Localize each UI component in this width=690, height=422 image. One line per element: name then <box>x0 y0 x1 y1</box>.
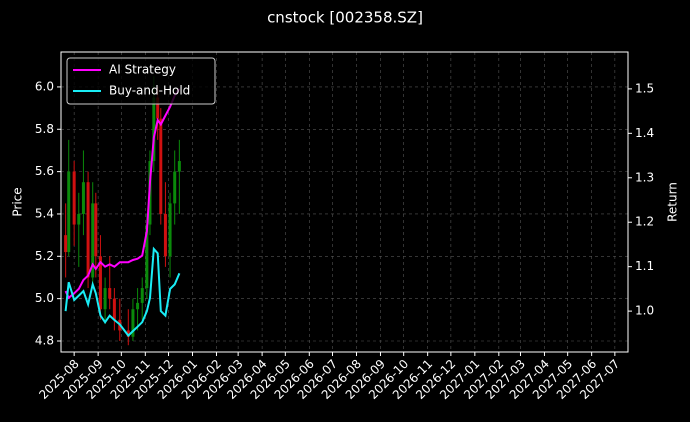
candle-body <box>140 288 144 303</box>
candle-body <box>67 171 71 253</box>
y2-tick-label: 1.3 <box>635 170 654 184</box>
candle-body <box>173 171 177 204</box>
y2-tick-label: 1.2 <box>635 215 654 229</box>
series-line <box>64 246 181 338</box>
candle-body <box>145 224 149 289</box>
candle-body <box>94 203 98 257</box>
candle-body <box>91 203 95 278</box>
legend-box <box>66 57 216 105</box>
candle-body <box>152 97 156 162</box>
candle-body <box>177 161 181 172</box>
y2-tick-label: 1.1 <box>635 259 654 273</box>
candle-body <box>131 309 135 337</box>
legend-label: AI Strategy <box>109 63 176 77</box>
y-tick-label: 5.0 <box>35 291 54 305</box>
y2-tick-label: 1.5 <box>635 81 654 95</box>
candle-body <box>108 288 112 299</box>
legend-label: Buy-and-Hold <box>109 84 190 98</box>
candle-body <box>168 203 172 257</box>
y-tick-label: 5.6 <box>35 164 54 178</box>
candle-body <box>64 235 68 253</box>
y-tick-label: 6.0 <box>35 79 54 93</box>
y-axis-label: Price <box>11 187 25 216</box>
grid <box>61 52 628 352</box>
y2-tick-label: 1.4 <box>635 126 654 140</box>
plot-frame <box>60 51 629 353</box>
candle-body <box>136 302 140 310</box>
candle-body <box>103 288 107 310</box>
candle-body <box>112 298 116 320</box>
candle-body <box>163 213 167 257</box>
candle-body <box>81 182 85 214</box>
y-tick-label: 5.2 <box>35 249 54 263</box>
y2-axis-label: Return <box>666 182 680 222</box>
candle-body <box>77 213 81 225</box>
series-line <box>64 88 181 300</box>
y-tick-label: 5.4 <box>35 206 54 220</box>
candle-body <box>159 118 163 214</box>
y2-tick-label: 1.0 <box>635 304 654 318</box>
y-tick-label: 5.8 <box>35 122 54 136</box>
chart-title: cnstock [002358.SZ] <box>267 9 423 27</box>
legend: AI Strategy Buy-and-Hold <box>66 57 216 105</box>
y-tick-label: 4.8 <box>35 333 54 347</box>
candle-body <box>72 171 76 225</box>
candle-body <box>126 330 130 337</box>
candle-body <box>86 182 90 278</box>
candle-body <box>156 97 160 119</box>
candle-body <box>98 256 102 310</box>
